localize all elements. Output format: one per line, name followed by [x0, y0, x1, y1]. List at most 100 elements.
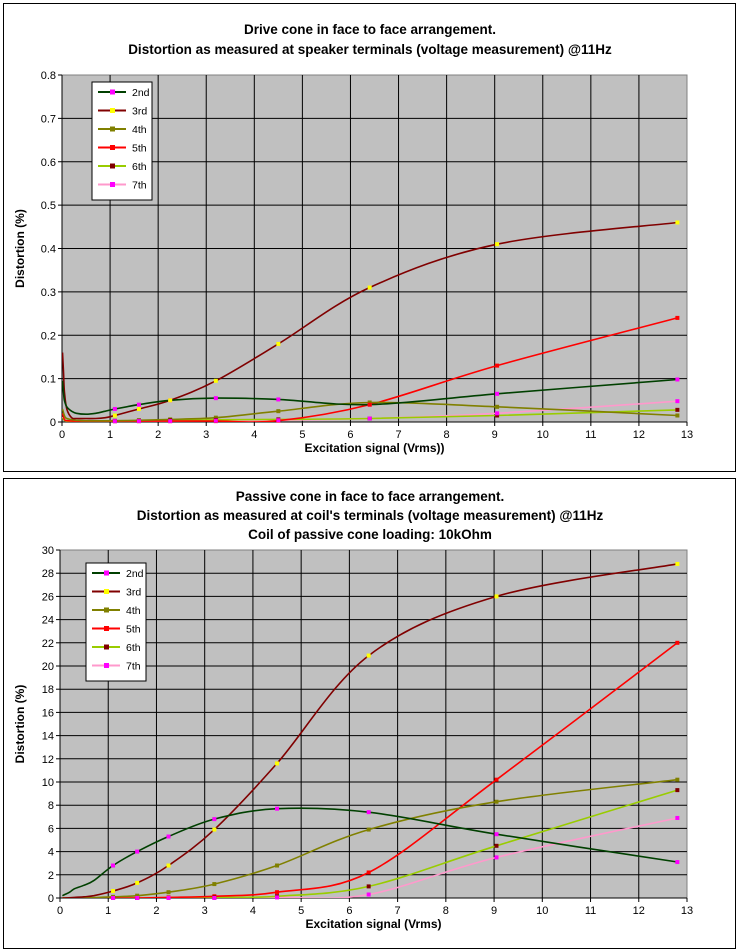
chart2-point-4th-6 [275, 863, 280, 868]
chart2-title-line-3: Coil of passive cone loading: 10kOhm [248, 527, 492, 542]
chart2-x-tick-label-0: 0 [57, 905, 63, 917]
chart2-series-line-4th [62, 778, 678, 898]
chart2-y-tick-label-4: 8 [48, 800, 54, 812]
chart1-point-3rd-16 [675, 220, 680, 225]
chart1-y-tick-label-6: 0.6 [41, 157, 56, 169]
chart1-point-5th-11 [495, 363, 500, 368]
chart2-y-tick-label-0: 0 [48, 893, 54, 905]
chart1-legend-label-6th: 6th [132, 161, 147, 173]
chart1-x-tick-label-9: 9 [492, 429, 498, 441]
chart1-x-tick-label-2: 2 [155, 429, 161, 441]
chart1-point-6th-12 [675, 407, 680, 412]
chart2-point-5th-7 [366, 870, 371, 875]
chart2-y-tick-label-13: 26 [42, 591, 54, 603]
chart2-legend-label-2nd: 2nd [126, 568, 144, 580]
chart2-x-tick-label-6: 6 [346, 905, 352, 917]
chart1-point-5th-10 [367, 402, 372, 407]
chart2-point-7th-9 [675, 815, 680, 820]
chart1-title-line-1: Drive cone in face to face arrangement. [244, 22, 496, 37]
chart2-y-tick-label-5: 10 [42, 777, 54, 789]
chart2-point-6th-7 [366, 884, 371, 889]
chart1-series-line-2nd [62, 378, 678, 416]
chart-drive-cone-plot: Drive cone in face to face arrangement. D… [13, 22, 693, 455]
chart2-point-5th-8 [494, 777, 499, 782]
chart2-point-4th-8 [494, 799, 499, 804]
chart2-point-3rd-8 [212, 827, 217, 832]
chart1-y-tick-label-8: 0.8 [41, 70, 56, 82]
chart1-x-tick-label-7: 7 [395, 429, 401, 441]
chart1-y-tick-label-7: 0.7 [41, 113, 56, 125]
chart2-point-2nd-8 [166, 834, 171, 839]
chart2-point-7th-8 [494, 855, 499, 860]
chart1-x-tick-label-8: 8 [444, 429, 450, 441]
chart2-point-4th-9 [675, 777, 680, 782]
chart1-x-tick-label-11: 11 [585, 429, 596, 441]
chart2-point-3rd-12 [675, 561, 680, 566]
chart2-y-tick-label-1: 2 [48, 870, 54, 882]
chart2-legend-label-6th: 6th [126, 642, 141, 654]
chart-passive-cone-plot: Passive cone in face to face arrangement… [13, 489, 693, 931]
chart2-legend-marker-5th [104, 626, 109, 631]
chart2-x-tick-label-3: 3 [202, 905, 208, 917]
chart1-point-7th-8 [213, 418, 218, 423]
chart2-legend-label-3rd: 3rd [126, 587, 141, 599]
chart1-point-3rd-11 [168, 398, 173, 403]
chart2-point-4th-4 [166, 890, 171, 895]
chart2-y-axis-label: Distortion (%) [13, 685, 27, 764]
chart1-series-group [62, 221, 678, 422]
chart2-legend-marker-7th [104, 663, 109, 668]
chart2-y-tick-label-10: 20 [42, 661, 54, 673]
chart1-point-4th-11 [495, 404, 500, 409]
chart1-x-tick-label-1: 1 [107, 429, 113, 441]
chart2-y-tick-label-2: 4 [48, 847, 54, 859]
chart2-x-tick-label-1: 1 [105, 905, 111, 917]
chart1-y-tick-label-4: 0.4 [41, 244, 56, 256]
chart2-y-tick-label-7: 14 [42, 731, 54, 743]
chart2-point-6th-9 [675, 788, 680, 793]
chart1-legend-label-3rd: 3rd [132, 106, 147, 118]
chart-passive-cone: Passive cone in face to face arrangement… [3, 478, 736, 949]
chart2-point-2nd-10 [275, 806, 280, 811]
chart2-point-6th-8 [494, 843, 499, 848]
chart1-point-4th-12 [675, 413, 680, 418]
chart1-legend-label-4th: 4th [132, 124, 147, 136]
chart1-title-line-2: Distortion as measured at speaker termin… [128, 42, 612, 57]
chart2-point-2nd-9 [212, 817, 217, 822]
chart2-legend-marker-3rd [104, 589, 109, 594]
chart2-point-7th-3 [135, 896, 140, 900]
chart2-legend [85, 562, 147, 682]
chart2-x-tick-label-13: 13 [681, 905, 693, 917]
chart2-x-tick-label-11: 11 [585, 905, 596, 917]
chart2-point-7th-2 [111, 896, 116, 900]
chart2-y-tick-label-12: 24 [42, 615, 54, 627]
chart2-x-tick-label-9: 9 [491, 905, 497, 917]
chart2-point-2nd-11 [366, 810, 371, 815]
chart1-y-tick-label-0: 0 [50, 417, 56, 429]
chart1-legend-marker-2nd [110, 89, 115, 95]
chart1-point-3rd-14 [367, 285, 372, 290]
chart1-point-7th-9 [276, 418, 281, 423]
chart2-legend-marker-6th [104, 644, 109, 650]
chart1-point-7th-5 [112, 419, 117, 424]
chart1-series-line-4th [62, 401, 678, 422]
chart2-x-tick-label-7: 7 [395, 905, 401, 917]
chart1-point-2nd-15 [495, 391, 500, 396]
chart1-point-6th-11 [495, 413, 500, 418]
chart2-point-3rd-10 [366, 653, 371, 658]
chart2-x-tick-label-12: 12 [633, 905, 645, 917]
chart1-x-tick-label-3: 3 [203, 429, 209, 441]
chart2-x-tick-label-8: 8 [443, 905, 449, 917]
chart1-series-line-5th [62, 317, 678, 422]
chart2-y-tick-label-6: 12 [42, 754, 54, 766]
chart2-y-tick-label-11: 22 [42, 638, 54, 650]
chart1-legend-label-2nd: 2nd [132, 87, 150, 99]
chart1-point-4th-9 [276, 409, 281, 414]
chart1-x-tick-label-12: 12 [633, 429, 645, 441]
chart1-legend-marker-6th [110, 163, 115, 169]
chart2-point-5th-9 [675, 640, 680, 645]
chart2-point-3rd-7 [166, 863, 171, 868]
chart1-x-tick-label-13: 13 [681, 429, 693, 441]
chart1-point-7th-11 [495, 411, 500, 416]
chart2-y-tick-label-3: 6 [48, 823, 54, 835]
chart1-legend-marker-4th [110, 126, 115, 132]
